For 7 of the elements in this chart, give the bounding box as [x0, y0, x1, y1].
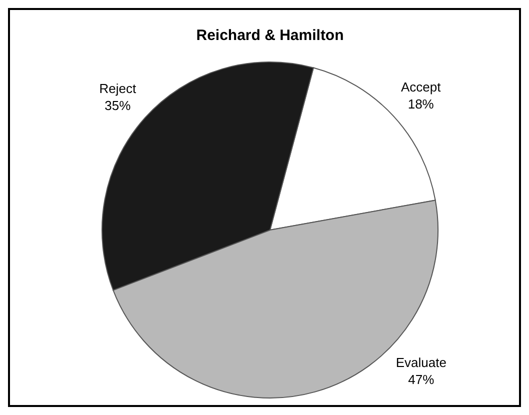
slice-label: Evaluate [396, 355, 446, 370]
data-label: 18% [408, 96, 434, 112]
data-label: 47% [408, 372, 435, 387]
data-label: 35% [104, 98, 132, 113]
chart-title: Reichard & Hamilton [196, 27, 344, 44]
slice-label: Reject [99, 80, 136, 96]
slice-label: Accept [400, 79, 442, 94]
